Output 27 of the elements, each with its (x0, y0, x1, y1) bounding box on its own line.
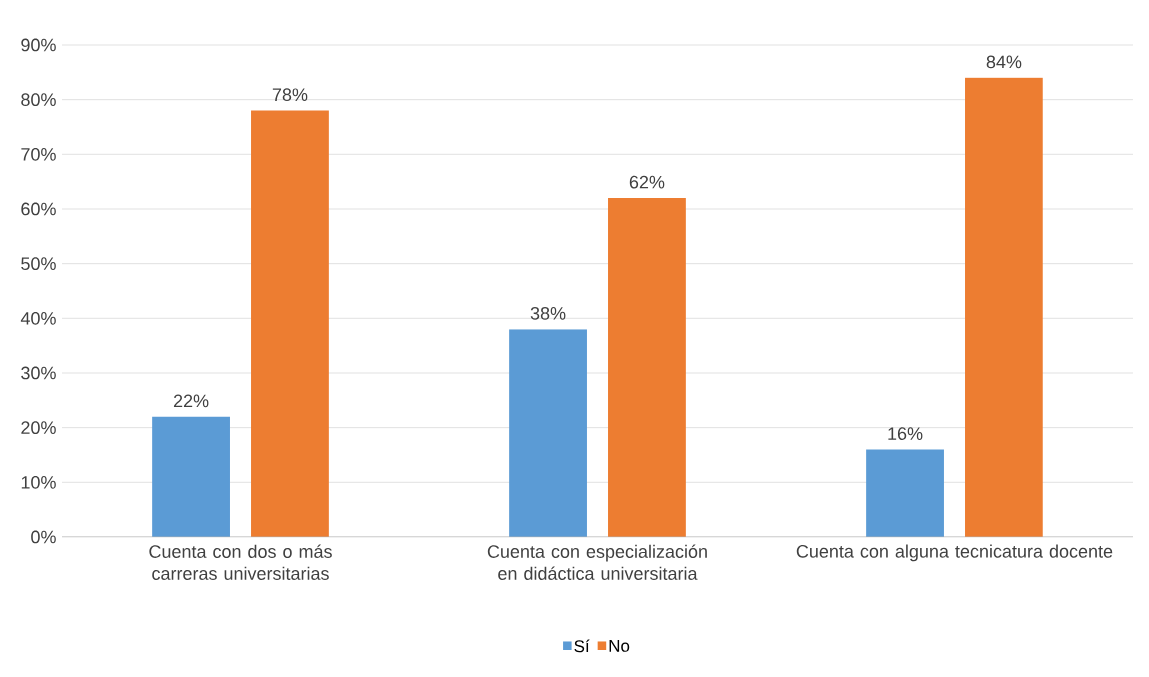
y-tick-label: 80% (21, 93, 56, 107)
bar (608, 198, 686, 537)
y-tick-label: 40% (20, 311, 56, 325)
bar (509, 329, 587, 537)
x-tick-label: Cuenta con especialización en didáctica universitaria (487, 544, 707, 580)
x-tick-label: Cuenta con dos o más carreras universitarias (149, 544, 332, 580)
data-label: 84% (986, 55, 1022, 69)
data-label: 22% (173, 394, 209, 408)
bar (152, 416, 230, 537)
x-tick-label: Cuenta con alguna tecnicatura docente (796, 544, 1113, 562)
y-tick-label: 30% (21, 366, 56, 380)
data-label: 16% (888, 427, 923, 440)
data-label: 38% (530, 306, 566, 320)
legend-label: No (609, 639, 630, 652)
y-tick-label: 50% (21, 257, 56, 271)
bar (251, 110, 329, 537)
y-tick-label: 70% (21, 147, 56, 161)
bar (866, 449, 944, 537)
bar (965, 77, 1043, 537)
y-tick-label: 20% (21, 421, 56, 435)
y-tick-label: 60% (21, 202, 56, 216)
y-tick-label: 90% (21, 38, 56, 52)
y-tick-label: 0% (31, 530, 56, 544)
data-label: 62% (629, 175, 665, 189)
y-tick-label: 10% (21, 475, 56, 489)
data-label: 78% (272, 88, 308, 102)
legend-label: Sí (574, 639, 590, 653)
